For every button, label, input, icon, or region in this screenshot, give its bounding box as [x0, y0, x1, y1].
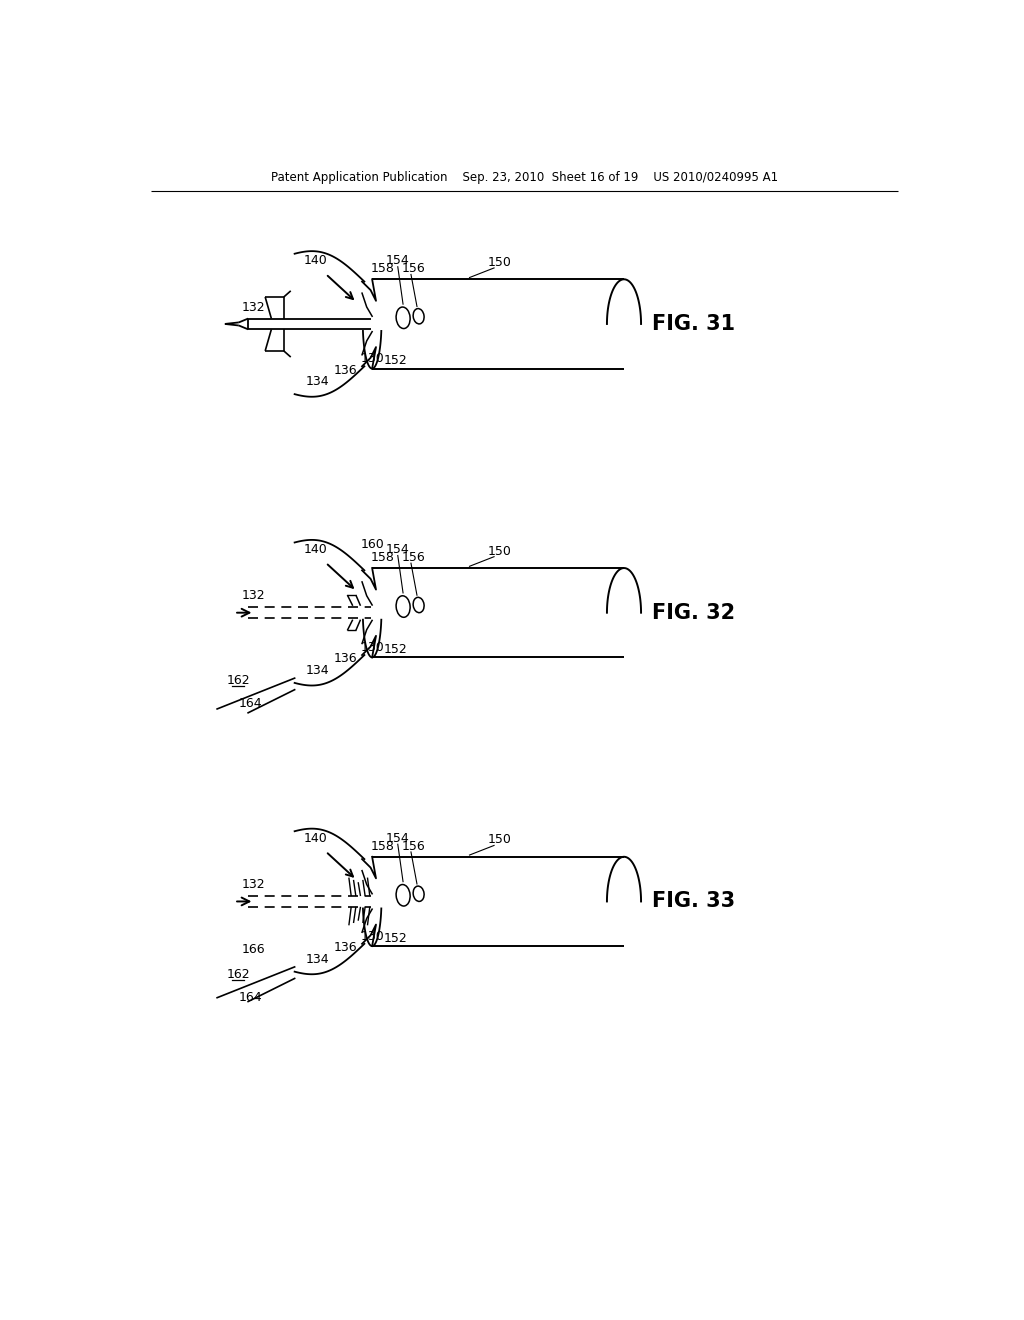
Text: 152: 152	[384, 932, 408, 945]
Text: 140: 140	[304, 543, 328, 556]
Text: 152: 152	[384, 643, 408, 656]
Text: FIG. 32: FIG. 32	[652, 603, 735, 623]
Text: 162: 162	[226, 968, 250, 981]
Text: 132: 132	[242, 589, 265, 602]
Text: 156: 156	[401, 550, 425, 564]
Text: 140: 140	[304, 255, 328, 268]
Text: 134: 134	[306, 375, 330, 388]
Text: 132: 132	[242, 878, 265, 891]
Text: 130: 130	[360, 352, 384, 366]
Text: 150: 150	[488, 833, 512, 846]
Text: FIG. 33: FIG. 33	[652, 891, 735, 911]
Text: 158: 158	[371, 550, 394, 564]
Text: 134: 134	[306, 953, 330, 966]
Text: 154: 154	[386, 255, 410, 268]
Text: 130: 130	[360, 929, 384, 942]
Text: 164: 164	[239, 991, 262, 1005]
Text: 160: 160	[360, 539, 384, 552]
Text: 162: 162	[226, 675, 250, 686]
Text: 164: 164	[239, 697, 262, 710]
Text: 156: 156	[401, 840, 425, 853]
Text: 140: 140	[304, 832, 328, 845]
Text: 136: 136	[333, 941, 356, 954]
Text: 158: 158	[371, 261, 394, 275]
Text: 152: 152	[384, 354, 408, 367]
Text: FIG. 31: FIG. 31	[652, 314, 735, 334]
Text: 132: 132	[242, 301, 265, 314]
Text: Patent Application Publication    Sep. 23, 2010  Sheet 16 of 19    US 2010/02409: Patent Application Publication Sep. 23, …	[271, 172, 778, 185]
Text: 156: 156	[401, 261, 425, 275]
Text: 136: 136	[333, 652, 356, 665]
Text: 154: 154	[386, 832, 410, 845]
Text: 154: 154	[386, 543, 410, 556]
Text: 130: 130	[360, 640, 384, 653]
Text: 150: 150	[488, 256, 512, 269]
Text: 158: 158	[371, 840, 394, 853]
Text: 150: 150	[488, 545, 512, 557]
Text: 136: 136	[333, 363, 356, 376]
Text: 166: 166	[242, 942, 265, 956]
Text: 134: 134	[306, 664, 330, 677]
